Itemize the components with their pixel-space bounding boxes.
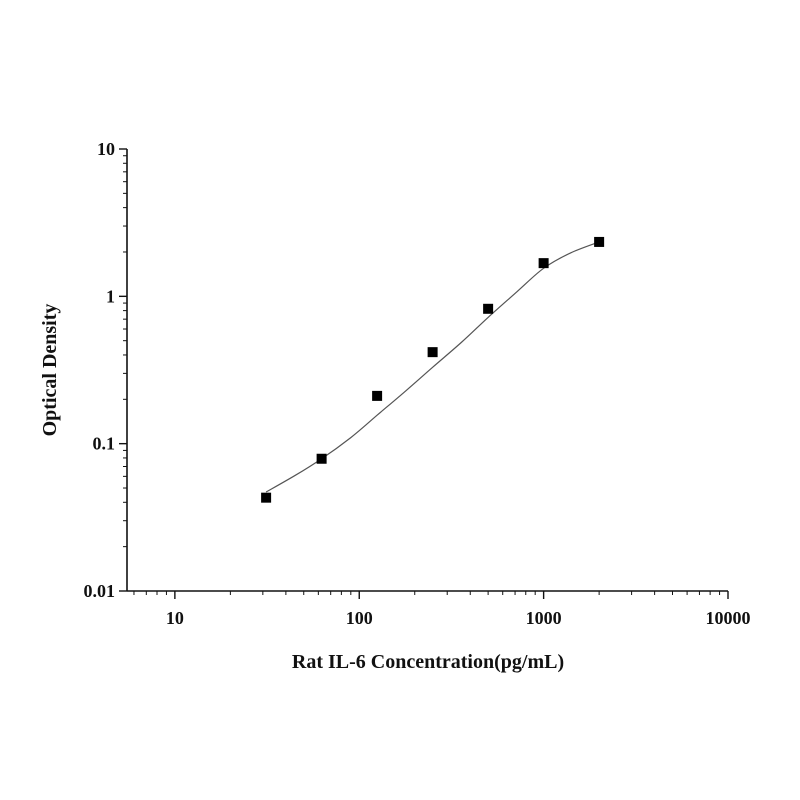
data-point [261,492,272,503]
ticks [119,148,729,599]
data-point [316,453,327,464]
x-tick-label: 10 [166,608,184,628]
x-axis-title: Rat IL-6 Concentration(pg/mL) [292,651,564,673]
x-tick-label: 10000 [706,608,751,628]
y-tick-label: 1 [106,286,115,306]
data-point [538,258,549,269]
y-tick-label: 10 [97,139,115,159]
y-tick-label: 0.01 [84,581,116,601]
y-axis-title: Optical Density [39,304,61,437]
data-point [594,236,605,247]
axes [126,149,728,592]
x-tick-label: 1000 [526,608,562,628]
data-points [261,236,605,503]
fit-curve [265,241,600,493]
data-point [427,347,438,358]
data-point [372,390,383,401]
y-tick-label: 0.1 [93,434,116,454]
data-point [483,303,494,314]
tick-labels: 0.01 0.1 1 10 10 100 1000 10000 [84,139,751,628]
x-tick-label: 100 [346,608,373,628]
